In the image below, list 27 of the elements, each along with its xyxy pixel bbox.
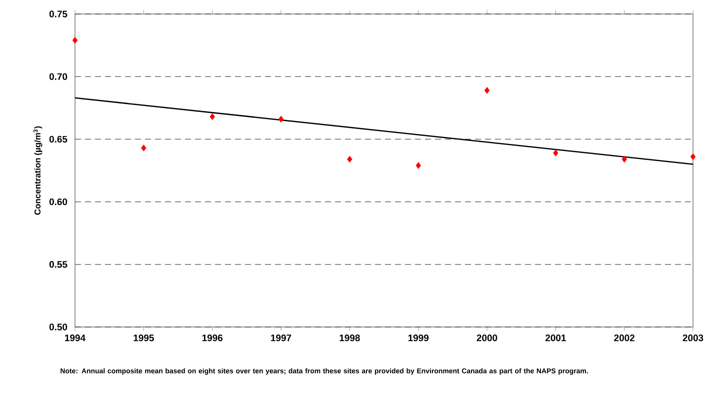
point xyxy=(484,86,490,94)
y-axis-title: Concentration (µg/m$^{3}$) xyxy=(33,126,42,215)
y-tick-label: 0.75 xyxy=(49,10,68,18)
point xyxy=(278,116,284,123)
y-tick-label: 0.70 xyxy=(49,73,68,80)
point xyxy=(347,156,352,163)
y-tick-label: 0.60 xyxy=(49,198,68,206)
y-tick-label: 0.55 xyxy=(49,261,68,268)
y-tick-label: 0.50 xyxy=(49,324,68,330)
point xyxy=(141,144,146,152)
x-tick-label: 2002 xyxy=(614,334,634,342)
x-tick-label: 1999 xyxy=(408,334,429,342)
x-tick-label: 2001 xyxy=(545,334,566,342)
y-tick-label: 0.65 xyxy=(49,136,68,143)
point xyxy=(72,36,78,44)
x-tick-label: 2000 xyxy=(476,334,498,342)
x-tick-label: 1996 xyxy=(202,334,223,342)
point xyxy=(416,162,421,169)
x-tick-label: 1995 xyxy=(134,334,154,342)
point xyxy=(210,113,215,120)
x-tick-label: 1998 xyxy=(340,334,360,342)
point xyxy=(622,156,627,163)
point xyxy=(690,153,696,160)
point xyxy=(553,150,558,156)
x-tick-label: 1997 xyxy=(271,334,292,342)
x-tick-label: 2003 xyxy=(682,334,704,342)
x-tick-label: 1994 xyxy=(65,334,86,342)
